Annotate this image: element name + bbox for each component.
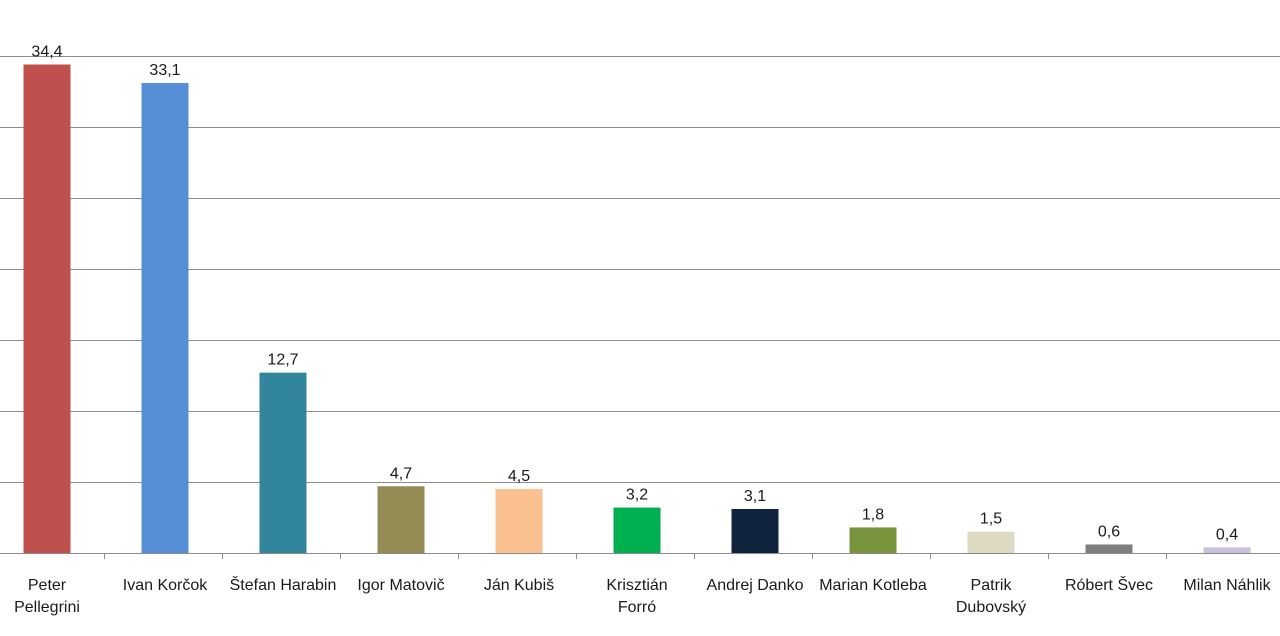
data-label: 4,7 [390,465,412,482]
bar [259,372,307,553]
bar [1085,544,1133,553]
data-label: 4,5 [508,468,530,485]
x-tick-label: Peter [28,577,67,594]
x-tick-label: Štefan Harabin [230,575,337,594]
data-label: 33,1 [149,62,180,79]
x-tick-label: Igor Matovič [357,577,444,594]
data-label: 34,4 [31,44,62,61]
x-tick-label: Pellegrini [14,599,80,616]
bar [23,64,71,554]
bar [849,527,897,553]
x-tick-label: Forró [618,599,656,616]
x-tick-label: Patrik [971,577,1013,594]
data-label: 1,5 [980,511,1002,528]
data-label: 3,1 [744,488,766,505]
bar [495,489,543,553]
data-label: 3,2 [626,487,648,504]
data-label: 0,4 [1216,526,1238,543]
x-tick-label: Ján Kubiš [484,577,554,594]
x-tick-label: Krisztián [606,577,667,594]
data-label: 0,6 [1098,523,1120,540]
bar [613,507,661,553]
bar [141,82,189,553]
x-tick-label: Róbert Švec [1065,575,1153,594]
bar [967,531,1015,553]
x-tick-label: Dubovský [956,599,1026,616]
x-tick-label: Marian Kotleba [819,577,927,594]
x-tick-label: Milan Náhlik [1183,577,1271,594]
x-tick-label: Andrej Danko [707,577,804,594]
bar [377,486,425,553]
x-tick-label: Ivan Korčok [123,577,208,594]
bar [731,508,779,553]
data-label: 1,8 [862,506,884,523]
data-label: 12,7 [267,352,298,369]
bar [1203,547,1251,553]
